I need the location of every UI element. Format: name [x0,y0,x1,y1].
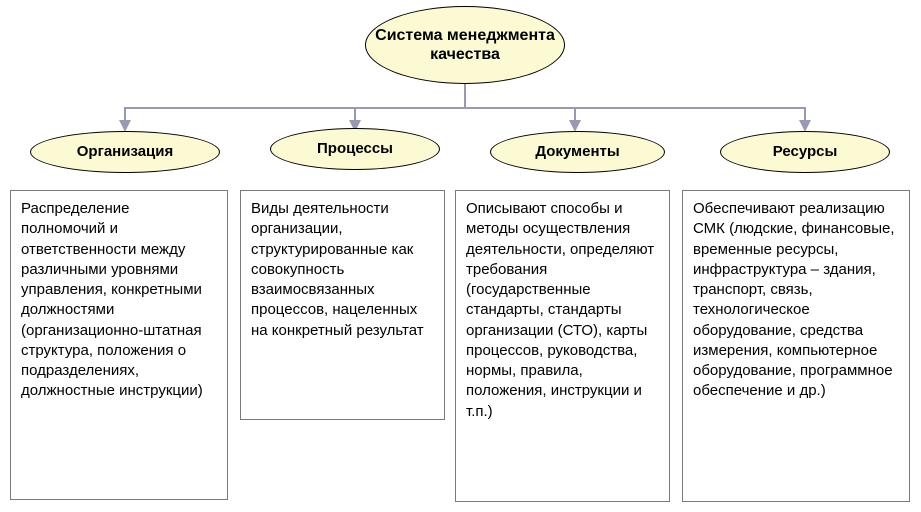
node-processes: Процессы [270,128,440,170]
root-node: Система менеджмента качества [365,6,565,84]
connector-branch-2 [354,107,356,120]
node-organization: Организация [30,131,220,173]
desc-organization: Распределение полномочий и ответственнос… [10,190,228,500]
connector-horizontal [124,107,806,109]
connector-trunk [464,84,466,109]
node-resources: Ресурсы [720,131,890,173]
connector-branch-4 [804,107,806,120]
desc-documents: Описывают способы и методы осуществления… [455,190,670,502]
connector-branch-3 [574,107,576,120]
node-documents: Документы [490,131,665,173]
qms-diagram: Система менеджмента качества Организация… [0,0,921,512]
desc-processes: Виды деятельности организации, структури… [240,190,445,420]
desc-resources: Обеспечивают реализацию СМК (людские, фи… [682,190,910,502]
connector-branch-1 [124,107,126,120]
